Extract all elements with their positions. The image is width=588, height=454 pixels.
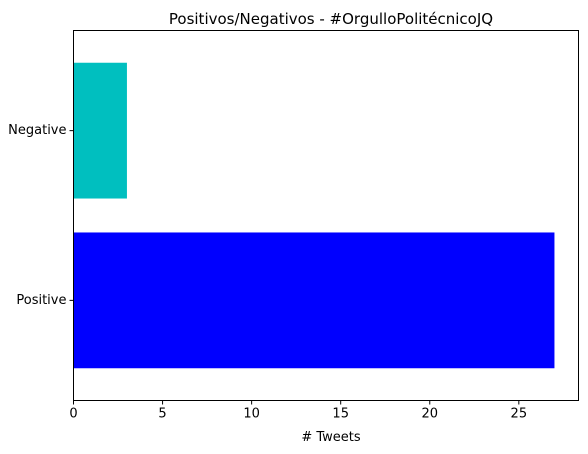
bars-layer <box>73 62 555 369</box>
y-axis-ticks: Positive Negative <box>8 123 74 308</box>
x-axis-label: # Tweets <box>301 430 361 445</box>
x-tick-label: 5 <box>158 407 166 422</box>
x-tick-label: 20 <box>421 407 438 422</box>
chart-title: Positivos/Negativos - #OrgulloPolitécnic… <box>169 10 493 28</box>
plot-frame <box>73 30 579 401</box>
x-tick-label: 15 <box>332 407 349 422</box>
x-tick-label: 10 <box>243 407 260 422</box>
x-tick-label: 25 <box>511 407 528 422</box>
bar-positive <box>73 232 555 369</box>
x-tick-label: 0 <box>69 407 77 422</box>
x-axis-ticks: 0 5 10 15 20 25 <box>69 400 528 422</box>
bar-negative <box>73 62 127 199</box>
y-tick-label: Negative <box>8 123 66 138</box>
y-tick-label: Positive <box>16 293 66 308</box>
